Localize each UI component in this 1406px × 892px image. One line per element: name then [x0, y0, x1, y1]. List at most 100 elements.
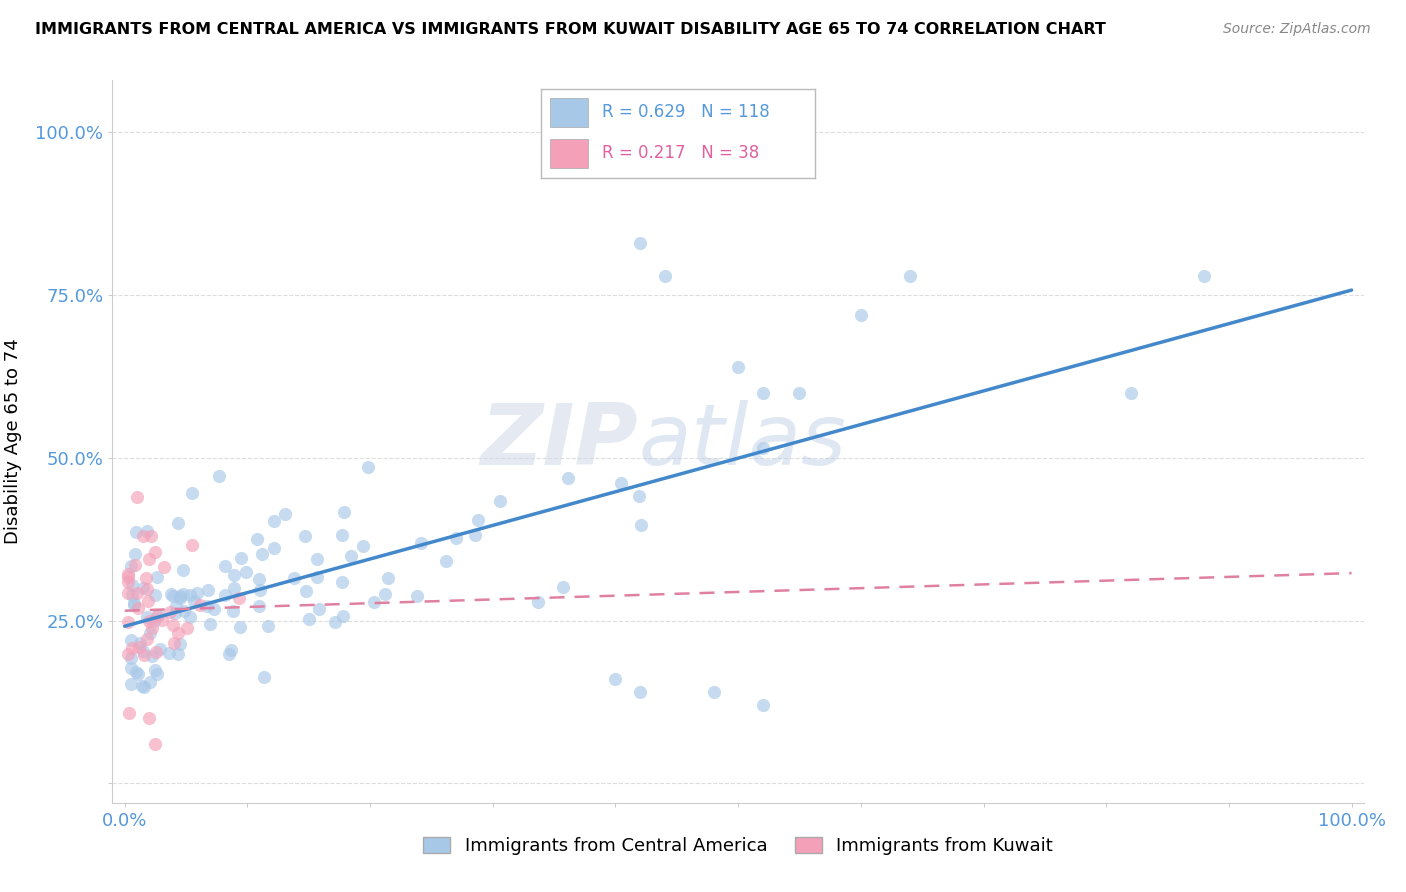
Point	[145, 645, 167, 659]
Point	[628, 685, 651, 699]
Point	[138, 674, 160, 689]
Point	[467, 513, 489, 527]
Point	[526, 595, 548, 609]
Point	[751, 385, 773, 400]
Point	[135, 571, 157, 585]
Point	[294, 529, 316, 543]
Point	[751, 698, 773, 713]
Point	[179, 589, 201, 603]
Point	[149, 642, 172, 657]
Point	[128, 636, 150, 650]
Point	[222, 567, 245, 582]
Point	[727, 359, 749, 374]
Point	[121, 640, 143, 655]
Point	[141, 529, 163, 543]
Point	[257, 618, 280, 632]
Point	[357, 459, 380, 474]
Point	[195, 599, 218, 613]
Point	[247, 599, 270, 613]
Point	[127, 601, 149, 615]
Point	[169, 589, 191, 603]
Point	[122, 598, 145, 612]
Point	[165, 599, 187, 614]
Point	[124, 558, 146, 573]
Text: IMMIGRANTS FROM CENTRAL AMERICA VS IMMIGRANTS FROM KUWAIT DISABILITY AGE 65 TO 7: IMMIGRANTS FROM CENTRAL AMERICA VS IMMIG…	[35, 22, 1107, 37]
Point	[141, 648, 163, 663]
Point	[138, 615, 160, 629]
Y-axis label: Disability Age 65 to 74: Disability Age 65 to 74	[4, 339, 21, 544]
Point	[125, 665, 148, 680]
Point	[464, 527, 486, 541]
Point	[146, 570, 169, 584]
Point	[120, 650, 142, 665]
Point	[340, 549, 363, 564]
Point	[172, 563, 194, 577]
Point	[253, 670, 276, 684]
Point	[252, 547, 274, 561]
Point	[120, 632, 142, 647]
Point	[121, 588, 143, 602]
Point	[898, 268, 921, 283]
Point	[434, 554, 457, 568]
Point	[127, 666, 149, 681]
Point	[627, 489, 650, 503]
Point	[181, 486, 204, 500]
Point	[160, 587, 183, 601]
Point	[132, 644, 155, 658]
Point	[146, 666, 169, 681]
Bar	[550, 139, 588, 168]
Point	[157, 646, 180, 660]
Point	[167, 647, 190, 661]
Point	[167, 516, 190, 530]
Point	[247, 572, 270, 586]
Point	[228, 591, 250, 606]
Point	[143, 663, 166, 677]
Point	[179, 610, 201, 624]
Point	[229, 620, 252, 634]
Point	[298, 612, 321, 626]
Point	[1194, 268, 1216, 283]
Point	[153, 559, 176, 574]
Point	[789, 385, 811, 400]
Point	[703, 685, 725, 699]
Point	[138, 551, 160, 566]
Point	[181, 538, 204, 552]
Point	[263, 514, 285, 528]
Text: R = 0.217   N = 38: R = 0.217 N = 38	[602, 145, 759, 162]
Point	[117, 570, 139, 584]
Point	[162, 590, 184, 604]
Point	[120, 660, 142, 674]
Point	[409, 535, 432, 549]
Point	[162, 618, 184, 632]
Point	[363, 595, 385, 609]
Point	[283, 571, 305, 585]
Point	[117, 586, 139, 600]
Point	[218, 647, 240, 661]
Point	[132, 648, 155, 663]
Point	[132, 529, 155, 543]
Point	[150, 613, 173, 627]
Legend: Immigrants from Central America, Immigrants from Kuwait: Immigrants from Central America, Immigra…	[416, 830, 1060, 863]
Point	[165, 606, 187, 620]
Point	[214, 558, 236, 573]
Point	[124, 548, 146, 562]
Point	[117, 574, 139, 589]
Point	[138, 625, 160, 640]
Point	[121, 578, 143, 592]
Point	[849, 308, 872, 322]
Point	[176, 621, 198, 635]
Point	[231, 550, 253, 565]
Point	[120, 676, 142, 690]
Text: atlas: atlas	[638, 400, 846, 483]
Text: Source: ZipAtlas.com: Source: ZipAtlas.com	[1223, 22, 1371, 37]
Point	[605, 672, 627, 686]
Point	[330, 575, 353, 590]
Text: ZIP: ZIP	[481, 400, 638, 483]
Bar	[550, 98, 588, 127]
Point	[222, 604, 245, 618]
Point	[323, 615, 346, 630]
Point	[143, 589, 166, 603]
Point	[186, 586, 208, 600]
Point	[208, 468, 231, 483]
Point	[127, 586, 149, 600]
